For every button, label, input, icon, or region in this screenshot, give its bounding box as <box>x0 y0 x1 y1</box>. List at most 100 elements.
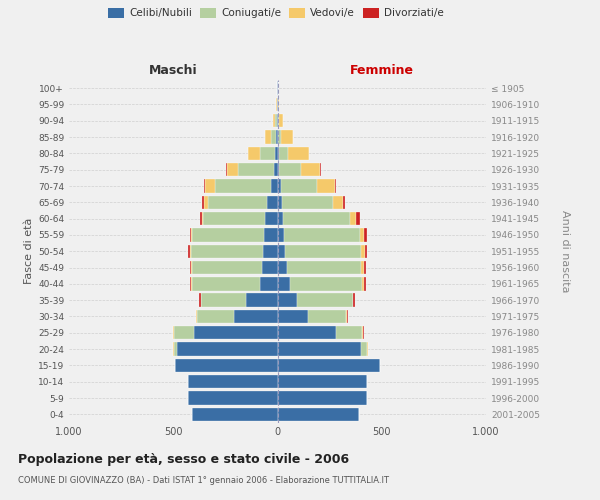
Bar <box>277 130 278 144</box>
Bar <box>277 244 285 258</box>
Bar <box>277 294 298 307</box>
Bar <box>356 212 360 226</box>
Y-axis label: Anni di nascita: Anni di nascita <box>560 210 569 292</box>
Bar <box>317 180 335 192</box>
Bar <box>283 212 350 226</box>
Bar <box>278 114 279 128</box>
Bar <box>277 408 359 421</box>
Bar <box>277 261 287 274</box>
Bar <box>200 212 202 226</box>
Bar <box>343 196 345 209</box>
Bar <box>278 98 279 111</box>
Bar <box>265 212 277 226</box>
Bar <box>271 180 277 192</box>
Bar <box>278 130 281 144</box>
Bar <box>281 196 333 209</box>
Bar <box>248 146 260 160</box>
Text: Maschi: Maschi <box>149 64 197 78</box>
Bar <box>267 196 277 209</box>
Bar <box>274 114 275 128</box>
Bar <box>277 196 281 209</box>
Bar <box>190 244 191 258</box>
Bar <box>353 294 355 307</box>
Bar <box>260 146 275 160</box>
Bar <box>265 130 271 144</box>
Bar <box>275 114 277 128</box>
Bar <box>361 244 365 258</box>
Bar <box>264 228 277 241</box>
Bar <box>277 358 380 372</box>
Bar <box>199 294 200 307</box>
Bar <box>364 277 367 290</box>
Bar <box>346 310 347 323</box>
Y-axis label: Fasce di età: Fasce di età <box>24 218 34 284</box>
Text: Popolazione per età, sesso e stato civile - 2006: Popolazione per età, sesso e stato civil… <box>18 452 349 466</box>
Bar <box>202 196 204 209</box>
Bar <box>191 244 263 258</box>
Bar <box>308 310 346 323</box>
Bar <box>277 146 279 160</box>
Bar <box>190 277 191 290</box>
Bar <box>188 392 277 404</box>
Bar <box>277 114 278 128</box>
Bar <box>367 342 368 356</box>
Bar <box>277 277 290 290</box>
Bar <box>196 310 197 323</box>
Legend: Celibi/Nubili, Coniugati/e, Vedovi/e, Divorziati/e: Celibi/Nubili, Coniugati/e, Vedovi/e, Di… <box>108 8 444 18</box>
Bar <box>361 342 367 356</box>
Bar <box>281 130 293 144</box>
Bar <box>175 358 277 372</box>
Bar <box>365 244 367 258</box>
Bar <box>288 146 308 160</box>
Bar <box>298 294 353 307</box>
Bar <box>279 114 283 128</box>
Bar <box>279 146 288 160</box>
Bar <box>226 163 227 176</box>
Bar <box>364 228 367 241</box>
Bar <box>238 163 274 176</box>
Bar <box>190 261 191 274</box>
Bar <box>275 146 277 160</box>
Bar <box>192 408 277 421</box>
Bar <box>191 228 192 241</box>
Bar <box>347 310 348 323</box>
Bar <box>320 163 321 176</box>
Bar <box>336 326 362 340</box>
Bar <box>362 326 363 340</box>
Bar <box>274 163 277 176</box>
Bar <box>173 326 174 340</box>
Bar <box>227 163 238 176</box>
Bar <box>284 228 360 241</box>
Bar <box>263 244 277 258</box>
Bar <box>188 375 277 388</box>
Bar <box>191 277 192 290</box>
Bar <box>192 228 264 241</box>
Bar <box>200 294 202 307</box>
Bar <box>191 261 192 274</box>
Bar <box>204 196 208 209</box>
Bar <box>234 310 277 323</box>
Bar <box>190 228 191 241</box>
Bar <box>350 212 356 226</box>
Bar <box>277 163 279 176</box>
Bar <box>279 163 301 176</box>
Bar <box>271 130 276 144</box>
Bar <box>362 277 364 290</box>
Bar <box>281 180 317 192</box>
Bar <box>363 326 364 340</box>
Bar <box>208 196 267 209</box>
Bar <box>361 261 364 274</box>
Bar <box>335 180 336 192</box>
Bar <box>192 261 262 274</box>
Bar <box>277 375 367 388</box>
Bar <box>202 212 203 226</box>
Bar <box>287 261 361 274</box>
Bar <box>277 180 281 192</box>
Bar <box>173 342 178 356</box>
Bar <box>277 310 308 323</box>
Bar <box>260 277 277 290</box>
Bar <box>262 261 277 274</box>
Text: Femmine: Femmine <box>350 64 414 78</box>
Bar <box>203 212 265 226</box>
Bar <box>174 326 194 340</box>
